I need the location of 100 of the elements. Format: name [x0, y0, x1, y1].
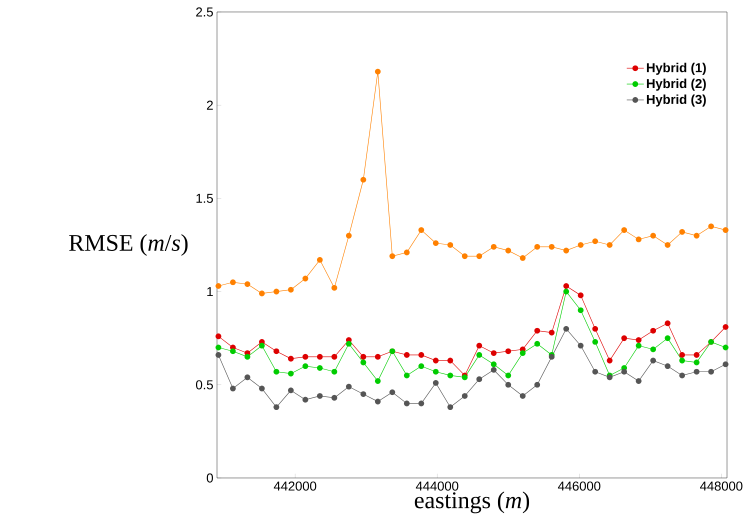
point: [490, 350, 497, 356]
point: [389, 253, 396, 260]
point: [505, 372, 512, 378]
point: [679, 372, 686, 378]
point: [447, 358, 454, 364]
x-tick-label: 442000: [274, 482, 316, 491]
point: [664, 363, 671, 370]
x-tick-label: 448000: [700, 482, 742, 491]
point: [679, 358, 686, 364]
point: [606, 242, 613, 248]
x-axis-title: eastings (m): [414, 492, 530, 514]
point: [404, 250, 410, 256]
point: [534, 244, 540, 250]
point: [288, 370, 294, 376]
point: [374, 68, 381, 75]
point: [636, 236, 642, 242]
point: [302, 363, 308, 370]
point: [578, 342, 584, 349]
point: [244, 281, 250, 288]
point: [664, 242, 671, 248]
point: [288, 356, 294, 362]
point: [230, 279, 236, 286]
point: [621, 368, 628, 375]
point: [302, 354, 308, 360]
point: [679, 352, 686, 358]
point: [216, 352, 222, 358]
point: [476, 342, 482, 349]
point: [578, 292, 584, 298]
point: [216, 283, 222, 289]
point: [432, 358, 439, 364]
point: [316, 354, 323, 360]
point: [650, 232, 656, 239]
point: [534, 382, 540, 388]
point: [722, 324, 728, 330]
point: [664, 320, 671, 326]
point: [520, 255, 526, 261]
point: [346, 232, 352, 239]
point: [244, 354, 250, 360]
point: [360, 176, 366, 183]
point: [418, 363, 424, 370]
point: [578, 307, 584, 314]
point: [216, 333, 222, 340]
x-tick-label: 446000: [558, 482, 600, 491]
point: [230, 386, 236, 392]
point: [432, 240, 439, 246]
point: [563, 288, 570, 294]
point: [694, 232, 700, 239]
point: [374, 398, 381, 404]
point: [288, 286, 294, 293]
point: [346, 340, 352, 347]
point: [374, 354, 381, 360]
point: [374, 378, 381, 384]
point: [360, 391, 366, 398]
legend-label: Hybrid (1): [646, 62, 706, 75]
point: [650, 346, 656, 352]
point: [563, 283, 570, 289]
point: [621, 335, 628, 342]
point: [592, 339, 598, 345]
point: [259, 342, 265, 349]
point: [331, 394, 338, 401]
point: [346, 384, 352, 390]
point: [636, 378, 642, 384]
point: [679, 229, 686, 235]
point: [418, 352, 424, 358]
point: [288, 387, 294, 394]
point: [578, 242, 584, 248]
point: [432, 368, 439, 375]
point: [621, 227, 628, 233]
point: [360, 354, 366, 360]
point: [259, 386, 265, 392]
point: [302, 396, 308, 403]
point: [476, 352, 482, 358]
y-tick-label: 0: [206, 473, 213, 483]
point: [331, 368, 338, 375]
point: [490, 366, 497, 373]
point: [331, 284, 338, 291]
point: [447, 404, 454, 410]
point: [694, 352, 700, 358]
point: [505, 348, 512, 354]
point: [331, 354, 338, 360]
point: [404, 372, 410, 378]
point: [447, 372, 454, 378]
point: [505, 382, 512, 388]
y-tick-label: 2.5: [196, 7, 213, 17]
point: [534, 340, 540, 347]
point: [548, 244, 555, 250]
point: [462, 253, 468, 260]
point: [708, 223, 714, 230]
legend-label: Hybrid (3): [646, 94, 706, 107]
point: [650, 328, 656, 334]
point: [273, 368, 280, 375]
point: [708, 368, 714, 375]
point: [592, 326, 598, 332]
point: [216, 344, 222, 350]
y-tick-label: 1: [207, 287, 213, 296]
point: [636, 337, 642, 343]
point: [563, 248, 570, 254]
x-tick-label: 444000: [416, 482, 458, 491]
point: [404, 400, 410, 406]
point: [447, 242, 454, 248]
